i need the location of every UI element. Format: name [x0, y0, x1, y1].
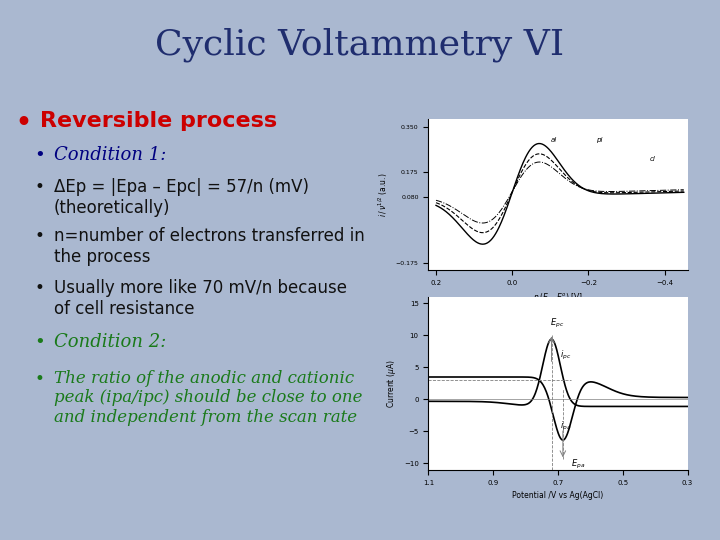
- Y-axis label: Current ($\mu$A): Current ($\mu$A): [385, 359, 398, 408]
- Text: pi: pi: [596, 137, 603, 143]
- Text: Condition 1:: Condition 1:: [54, 146, 166, 164]
- Text: •: •: [35, 370, 45, 388]
- Text: $i_{pa}$: $i_{pa}$: [559, 420, 571, 433]
- Text: cl: cl: [649, 156, 655, 161]
- Text: Usually more like 70 mV/n because
of cell resistance: Usually more like 70 mV/n because of cel…: [54, 279, 347, 318]
- Text: Cyclic Voltammetry VI: Cyclic Voltammetry VI: [156, 27, 564, 62]
- Text: •: •: [35, 146, 45, 164]
- X-axis label: Potential /V vs Ag(AgCl): Potential /V vs Ag(AgCl): [513, 491, 603, 500]
- Text: •: •: [35, 178, 45, 196]
- Text: $i_{pc}$: $i_{pc}$: [559, 349, 571, 362]
- Text: n=number of electrons transferred in
the process: n=number of electrons transferred in the…: [54, 227, 365, 266]
- X-axis label: $n\,(E-E^{o})$ [V]: $n\,(E-E^{o})$ [V]: [533, 291, 583, 303]
- Text: ΔEp = |Epa – Epc| = 57/n (mV)
(theoretically): ΔEp = |Epa – Epc| = 57/n (mV) (theoretic…: [54, 178, 309, 217]
- Text: •: •: [35, 227, 45, 245]
- Text: •: •: [16, 111, 32, 134]
- Text: Condition 2:: Condition 2:: [54, 333, 166, 351]
- Text: al: al: [550, 137, 557, 143]
- Text: $E_{pc}$: $E_{pc}$: [550, 317, 564, 330]
- Text: $E_{pa}$: $E_{pa}$: [571, 458, 585, 471]
- Text: •: •: [35, 279, 45, 297]
- Text: Reversible process: Reversible process: [40, 111, 276, 131]
- Text: •: •: [35, 333, 45, 351]
- Y-axis label: $i\,/\,\nu^{1/2}$ (a.u.): $i\,/\,\nu^{1/2}$ (a.u.): [377, 172, 390, 217]
- Text: The ratio of the anodic and cationic
peak (ipa/ipc) should be close to one
and i: The ratio of the anodic and cationic pea…: [54, 370, 362, 426]
